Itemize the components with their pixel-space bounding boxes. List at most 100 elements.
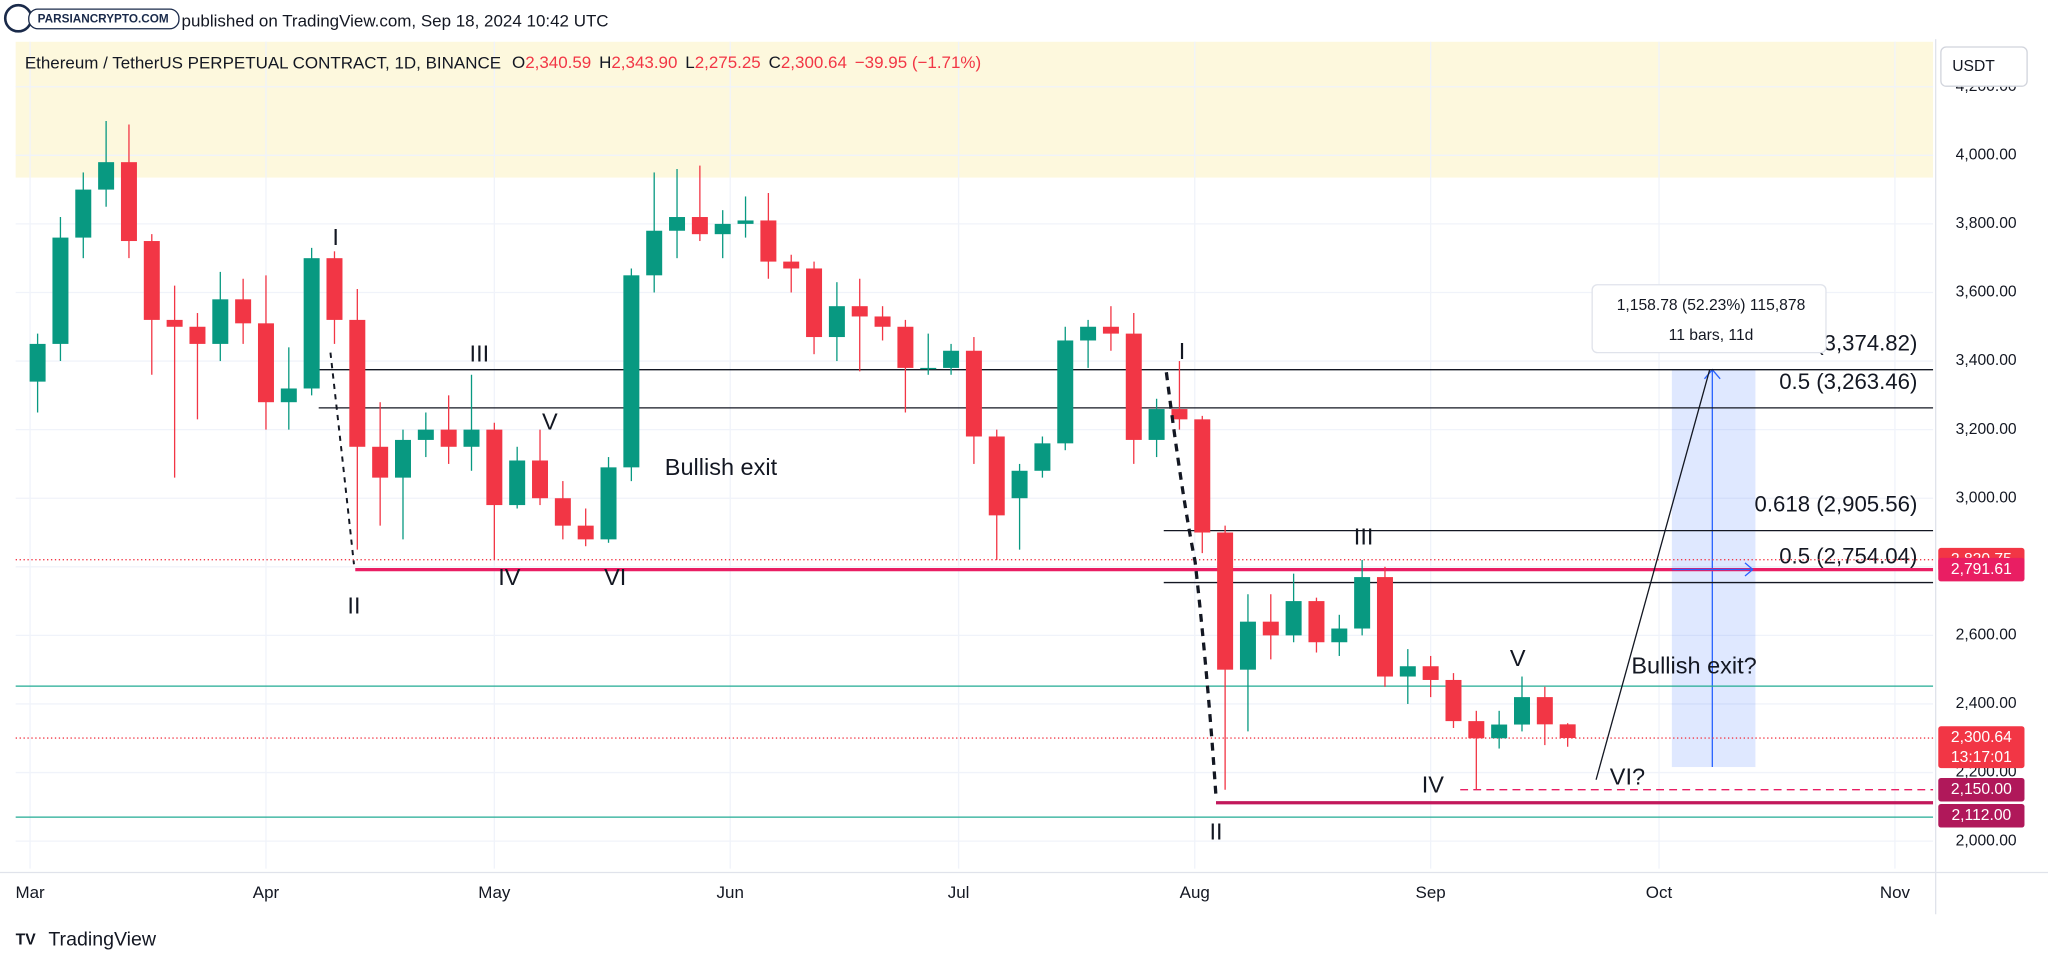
- candle-body: [577, 525, 594, 540]
- candle-body: [166, 319, 183, 327]
- candle-body: [1559, 724, 1576, 739]
- wave-label: VI?: [1610, 764, 1645, 790]
- logo-icon: [3, 3, 33, 33]
- symbol: Ethereum / TetherUS PERPETUAL CONTRACT, …: [25, 53, 501, 72]
- wave-label: III: [1354, 523, 1374, 549]
- wave-label: II: [1209, 819, 1222, 845]
- candle-body: [1445, 679, 1462, 722]
- y-tick-label: 2,600.00: [1956, 627, 2017, 644]
- y-tick-label: 4,000.00: [1956, 146, 2017, 163]
- candle-body: [965, 350, 982, 437]
- candle-body: [326, 258, 343, 320]
- candle-body: [760, 220, 777, 262]
- candle-body: [874, 316, 891, 327]
- wave-dash: [329, 352, 355, 565]
- candle-body: [1354, 577, 1371, 629]
- brand: TradingView: [48, 929, 157, 951]
- candle-body: [1422, 666, 1439, 680]
- wave-label: VI: [604, 564, 626, 590]
- price-tag: [1938, 557, 2025, 582]
- candle-body: [1194, 419, 1211, 533]
- candle-body: [1034, 443, 1051, 471]
- candle-body: [303, 258, 320, 389]
- logo-badge: [28, 8, 180, 30]
- projection-line: [1595, 369, 1711, 780]
- source: published on TradingView.com, Sep 18, 20…: [182, 12, 609, 31]
- measure-text: 1,158.78 (52.23%) 115,878: [1617, 297, 1806, 314]
- ohlc-value: 2,343.90: [611, 53, 677, 72]
- candle-body: [1376, 577, 1393, 677]
- x-tick-label: May: [478, 883, 511, 902]
- level-label: 0.5 (2,754.04): [1779, 544, 1917, 569]
- ohlc-value: 2,340.59: [525, 53, 591, 72]
- candle-body: [1285, 601, 1302, 636]
- x-tick-label: Jul: [948, 883, 970, 902]
- wave-label: V: [1510, 645, 1526, 671]
- currency[interactable]: USDT: [1952, 58, 1995, 75]
- candle-body: [783, 261, 800, 269]
- wave-label: Bullish exit?: [1631, 653, 1756, 679]
- candle-body: [212, 299, 229, 344]
- ohlc-key: C: [769, 53, 781, 72]
- wave-label: IV: [498, 564, 521, 590]
- candle-body: [98, 162, 115, 190]
- candle-body: [828, 306, 845, 338]
- candle-body: [1536, 697, 1553, 725]
- y-tick-label: 2,400.00: [1956, 695, 2017, 712]
- candle-body: [235, 299, 252, 324]
- candle-body: [1308, 601, 1325, 643]
- price-tag-label: 2,150.00: [1951, 781, 2012, 798]
- candle-body: [463, 429, 480, 447]
- candle-body: [143, 241, 160, 320]
- candle-body: [440, 429, 457, 447]
- candle-body: [417, 429, 434, 440]
- candle-body: [691, 217, 708, 235]
- candle-body: [1171, 409, 1188, 420]
- candle-body: [988, 436, 1005, 516]
- wave-label: I: [332, 224, 339, 250]
- candle-body: [486, 429, 503, 506]
- candle-body: [120, 162, 137, 242]
- y-tick-label: 3,000.00: [1956, 489, 2017, 506]
- candle-body: [509, 460, 526, 506]
- ohlc-key: L: [685, 53, 694, 72]
- wave-label: IV: [1422, 771, 1445, 797]
- currency-button[interactable]: [1940, 46, 2028, 87]
- candle-body: [1080, 326, 1097, 341]
- y-tick-label: 3,600.00: [1956, 284, 2017, 301]
- ohlc-key: O: [512, 53, 525, 72]
- x-tick-label: Jun: [717, 883, 744, 902]
- x-tick-label: Apr: [253, 883, 280, 902]
- x-tick-label: Nov: [1880, 883, 1911, 902]
- y-tick-label: 3,400.00: [1956, 352, 2017, 369]
- candle-body: [1513, 697, 1530, 725]
- ohlc-value: 2,300.64: [781, 53, 847, 72]
- candle-body: [1399, 666, 1416, 677]
- candle-body: [372, 446, 389, 478]
- y-tick-label: 2,000.00: [1956, 832, 2017, 849]
- level-arrow: [1671, 562, 1754, 577]
- candle-body: [646, 230, 663, 276]
- brand-logo: TV: [16, 932, 37, 949]
- candle-body: [1262, 621, 1279, 636]
- candle-body: [851, 306, 868, 317]
- candle-body: [1331, 628, 1348, 643]
- candle-body: [600, 467, 617, 540]
- ohlc-value: 2,275.25: [695, 53, 761, 72]
- candle-body: [532, 460, 549, 499]
- level-label: 0.5 (3,263.46): [1779, 369, 1917, 394]
- price-tag-label: 2,112.00: [1951, 807, 2011, 824]
- candle-body: [1217, 532, 1234, 670]
- y-tick-label: 3,200.00: [1956, 421, 2017, 438]
- measure-tooltip: [1591, 284, 1827, 354]
- price-tag-label: 2,300.64: [1951, 729, 2012, 746]
- level-label: (3,374.82): [1816, 331, 1917, 356]
- price-tag-timer: 13:17:01: [1951, 749, 2012, 766]
- candle-body: [395, 439, 411, 478]
- chart-layers: 2,000.002,200.002,400.002,600.002,800.00…: [0, 39, 2048, 915]
- logo-text: PARSIANCRYPTO.COM: [38, 13, 169, 26]
- candle-body: [1125, 333, 1142, 440]
- candle-body: [52, 237, 69, 344]
- candle-body: [1057, 340, 1074, 444]
